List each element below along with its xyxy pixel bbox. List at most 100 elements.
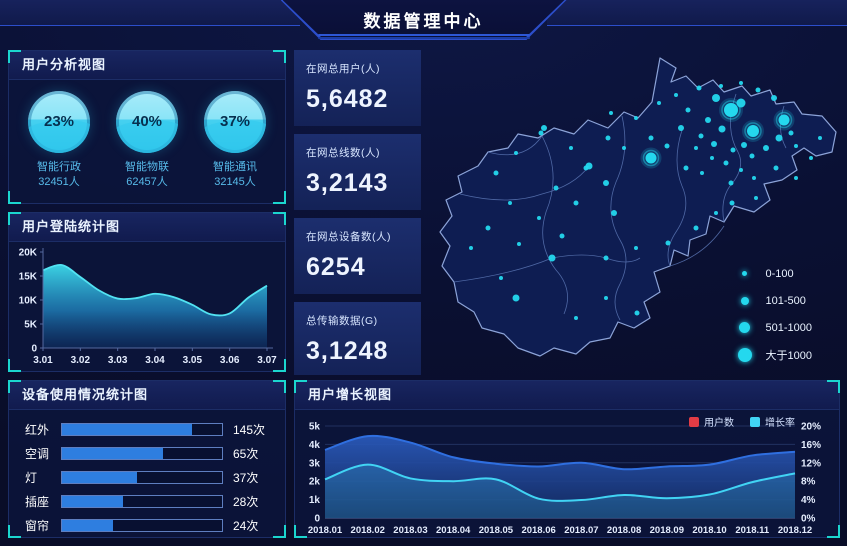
login-area bbox=[43, 264, 267, 348]
svg-text:3.05: 3.05 bbox=[183, 355, 203, 366]
map-bubble bbox=[553, 185, 559, 191]
svg-text:2018.08: 2018.08 bbox=[607, 525, 641, 536]
map-bubble bbox=[574, 316, 578, 320]
legend-label: 增长率 bbox=[765, 418, 795, 429]
map-bubble bbox=[469, 246, 473, 250]
usage-bar-fill bbox=[62, 520, 114, 531]
corner-bracket bbox=[273, 50, 286, 63]
svg-text:2018.05: 2018.05 bbox=[479, 525, 514, 536]
legend-item-rate[interactable]: 增长率 bbox=[750, 414, 795, 429]
legend-dot bbox=[737, 347, 752, 362]
svg-text:0: 0 bbox=[314, 514, 320, 525]
map-bubble bbox=[718, 125, 726, 133]
map-bubble bbox=[741, 142, 747, 148]
svg-text:12%: 12% bbox=[801, 458, 821, 469]
gauge-label: 智能物联 bbox=[125, 161, 169, 173]
gauge-comm: 37% 智能通讯 32145人 bbox=[193, 88, 277, 190]
region-bubble-map: 0-100 101-500 501-1000 大于1000 bbox=[424, 44, 844, 378]
growth-line-chart: 5k 4k 3k 2k 1k 0 20% 16% 12% 8% 4% 0% 2018.01 2018.02… bbox=[308, 422, 821, 537]
map-bubble bbox=[559, 233, 565, 239]
map-bubble bbox=[712, 94, 720, 102]
svg-text:20%: 20% bbox=[801, 422, 821, 433]
svg-text:15K: 15K bbox=[19, 272, 38, 283]
map-bubble bbox=[603, 180, 609, 186]
gauge-percent: 37% bbox=[219, 113, 251, 130]
map-bubble bbox=[648, 135, 654, 141]
usage-bar-value: 24次 bbox=[233, 519, 259, 533]
legend-dot bbox=[740, 296, 749, 305]
map-bubble bbox=[775, 134, 783, 142]
usage-bar-track bbox=[61, 423, 223, 436]
corner-bracket bbox=[273, 380, 286, 393]
stat-value: 5,6482 bbox=[306, 85, 389, 113]
map-bubble bbox=[609, 111, 613, 115]
corner-bracket bbox=[8, 191, 21, 204]
gauge-label: 智能通讯 bbox=[213, 161, 257, 173]
stat-card-total-data: 总传输数据(G) 3,1248 bbox=[294, 302, 421, 375]
corner-bracket bbox=[827, 380, 840, 393]
map-bubble bbox=[719, 84, 723, 88]
usage-bar-chart: 红外 145次 空调 65次灯 37次 插座 28次 窗帘 24次 bbox=[9, 410, 285, 535]
map-bubble bbox=[517, 242, 521, 246]
svg-text:1k: 1k bbox=[309, 495, 321, 506]
map-bubble bbox=[634, 246, 638, 250]
usage-bar-label: 空调 bbox=[25, 447, 50, 461]
svg-text:0: 0 bbox=[31, 344, 37, 355]
usage-bar-track bbox=[61, 471, 223, 484]
map-legend-item: 501-1000 bbox=[736, 314, 813, 341]
map-bubble bbox=[485, 225, 491, 231]
map-outline bbox=[439, 57, 837, 357]
usage-bar-track bbox=[61, 447, 223, 460]
map-bubble bbox=[809, 156, 813, 160]
usage-bar-fill bbox=[62, 496, 123, 507]
map-bubbles bbox=[469, 81, 822, 320]
rate-area bbox=[325, 464, 795, 518]
map-bubble bbox=[710, 156, 714, 160]
map-bubble bbox=[763, 145, 769, 151]
svg-text:2k: 2k bbox=[309, 477, 321, 488]
svg-text:5K: 5K bbox=[24, 320, 38, 331]
map-bubble bbox=[700, 171, 704, 175]
svg-text:3.03: 3.03 bbox=[108, 355, 128, 366]
svg-text:3.07: 3.07 bbox=[257, 355, 277, 366]
usage-bar-label: 窗帘 bbox=[25, 519, 50, 533]
gauge-admin: 23% 智能行政 32451人 bbox=[17, 88, 101, 190]
map-bubble bbox=[683, 165, 689, 171]
legend-swatch-users bbox=[689, 416, 699, 427]
map-bubble bbox=[674, 93, 678, 97]
legend-item-users[interactable]: 用户数 bbox=[689, 414, 734, 429]
corner-bracket bbox=[294, 380, 307, 393]
map-bubble bbox=[711, 141, 717, 147]
province-map bbox=[439, 57, 837, 357]
usage-bar-row: 灯 37次 bbox=[17, 468, 273, 487]
svg-text:10K: 10K bbox=[19, 296, 38, 307]
legend-swatch-rate bbox=[750, 416, 760, 427]
map-bubble bbox=[729, 200, 735, 206]
gauge-count: 32451人 bbox=[38, 176, 80, 188]
map-bubble bbox=[698, 133, 704, 139]
svg-text:2018.09: 2018.09 bbox=[650, 525, 684, 536]
usage-bar-fill bbox=[62, 472, 138, 483]
login-area-chart: 20K 15K 10K 5K 03.01 3.02 3.03 3.04 3.05 3.06 3.07 bbox=[19, 248, 278, 367]
svg-text:2018.06: 2018.06 bbox=[521, 525, 555, 536]
svg-text:16%: 16% bbox=[801, 440, 821, 451]
map-bubble bbox=[818, 136, 822, 140]
usage-bar-label: 插座 bbox=[25, 495, 50, 509]
corner-bracket bbox=[8, 525, 21, 538]
legend-label: 501-1000 bbox=[765, 321, 813, 334]
header-bar-right bbox=[547, 0, 847, 26]
svg-text:0%: 0% bbox=[801, 514, 816, 525]
usage-bar-row: 红外 145次 bbox=[17, 420, 273, 439]
usage-bar-row: 窗帘 24次 bbox=[17, 516, 273, 535]
svg-text:2018.11: 2018.11 bbox=[735, 525, 770, 536]
gauge-count: 62457人 bbox=[126, 176, 168, 188]
map-legend-item: 0-100 bbox=[736, 260, 813, 287]
stat-value: 3,2143 bbox=[306, 169, 389, 197]
gauge-percent: 40% bbox=[131, 113, 163, 130]
corner-bracket bbox=[294, 525, 307, 538]
svg-text:2018.10: 2018.10 bbox=[692, 525, 726, 536]
map-bubble bbox=[665, 240, 671, 246]
map-bubble bbox=[724, 103, 738, 117]
map-bubble bbox=[541, 125, 547, 131]
